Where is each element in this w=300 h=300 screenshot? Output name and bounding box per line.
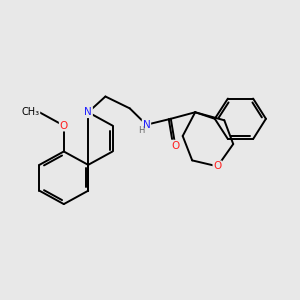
Text: N: N bbox=[142, 120, 150, 130]
Text: O: O bbox=[213, 161, 222, 171]
Text: CH₃: CH₃ bbox=[21, 107, 39, 117]
Text: N: N bbox=[84, 107, 92, 117]
Text: H: H bbox=[138, 126, 144, 135]
Text: O: O bbox=[171, 140, 179, 151]
Text: O: O bbox=[60, 121, 68, 130]
